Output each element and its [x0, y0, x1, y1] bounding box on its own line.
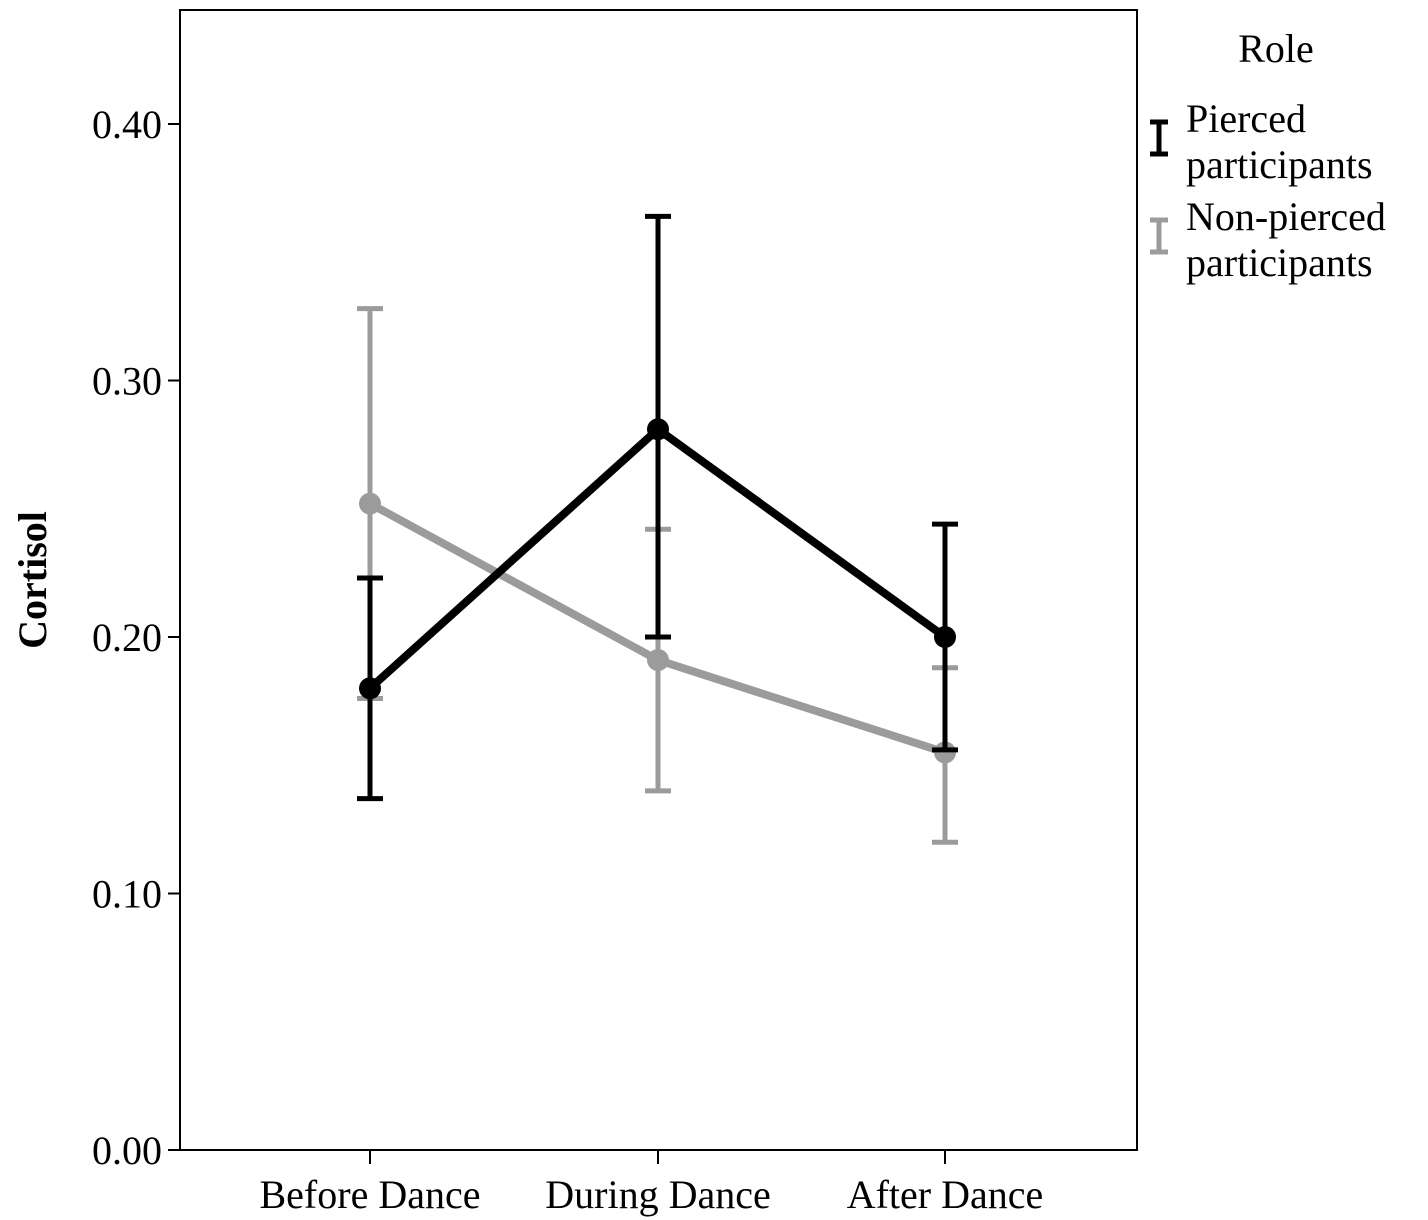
series-layer — [357, 213, 958, 845]
legend-label: Pierced participants — [1186, 96, 1373, 187]
y-tick-label: 0.40 — [92, 102, 162, 147]
legend-label-line: Pierced — [1186, 96, 1306, 141]
y-tick-label: 0.10 — [92, 872, 162, 917]
legend-label-line: participants — [1186, 142, 1373, 187]
legend-entry-pierced: Pierced participants — [1150, 96, 1373, 187]
y-axis-title: Cortisol — [10, 511, 55, 649]
legend-swatch — [1150, 217, 1168, 255]
legend-label-line: participants — [1186, 240, 1373, 285]
data-point — [934, 741, 956, 764]
y-tick-label: 0.30 — [92, 359, 162, 404]
legend-label: Non-pierced participants — [1186, 194, 1386, 285]
series-pierced — [357, 213, 958, 802]
legend-entry-non-pierced: Non-pierced participants — [1150, 194, 1386, 285]
legend-label-line: Non-pierced — [1186, 194, 1386, 239]
data-point — [647, 649, 669, 672]
y-axis: 0.00 0.10 0.20 0.30 0.40 — [92, 102, 180, 1173]
data-point — [359, 492, 381, 515]
y-tick-label: 0.20 — [92, 615, 162, 660]
x-tick-label: After Dance — [847, 1172, 1044, 1217]
data-point — [934, 626, 956, 648]
x-tick-label: Before Dance — [260, 1172, 481, 1217]
x-tick-label: During Dance — [545, 1172, 770, 1217]
y-tick-label: 0.00 — [92, 1128, 162, 1173]
series-non-pierced — [357, 306, 958, 845]
x-axis: Before Dance During Dance After Dance — [260, 1150, 1044, 1217]
data-point — [647, 418, 669, 441]
legend-swatch — [1150, 119, 1168, 157]
legend-title: Role — [1238, 26, 1314, 71]
data-point — [359, 677, 381, 700]
